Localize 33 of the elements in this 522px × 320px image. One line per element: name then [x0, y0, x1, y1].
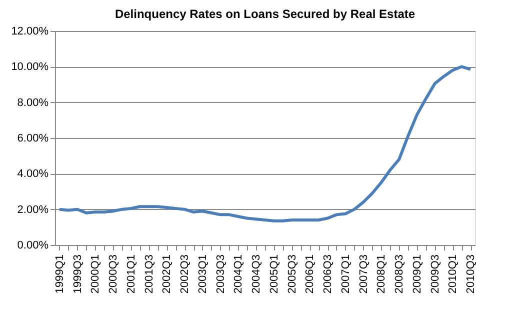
- x-tick-label: 2010Q3: [465, 254, 478, 294]
- y-tick-label: 2.00%: [17, 204, 49, 216]
- x-tick-label: 2002Q3: [179, 254, 192, 294]
- y-tick-label: 6.00%: [17, 132, 49, 144]
- x-tick-label: 2006Q1: [304, 254, 316, 294]
- chart-title: Delinquency Rates on Loans Secured by Real Estate: [114, 7, 416, 21]
- x-tick-label: 2010Q1: [447, 254, 460, 294]
- y-tick-label: 12.00%: [11, 26, 49, 38]
- x-tick-label: 2007Q3: [358, 254, 370, 294]
- x-tick-label: 2008Q3: [394, 254, 406, 294]
- y-tick-label: 8.00%: [17, 96, 49, 109]
- x-tick-label: 2003Q3: [214, 254, 227, 294]
- y-tick-label: 4.00%: [17, 168, 49, 180]
- x-tick-label: 1999Q3: [72, 254, 84, 294]
- x-tick-label: 2008Q1: [376, 254, 388, 294]
- x-tick-label: 2000Q1: [90, 254, 102, 294]
- x-tick-label: 2009Q3: [429, 254, 442, 294]
- x-tick-label: 1999Q1: [54, 254, 66, 294]
- y-tick-label: 10.00%: [11, 61, 49, 74]
- x-tick-label: 2001Q3: [143, 254, 156, 294]
- y-tick-label: 0.00%: [17, 240, 49, 252]
- x-tick-label: 2001Q1: [125, 254, 138, 294]
- x-tick-label: 2006Q3: [322, 254, 334, 294]
- x-tick-label: 2000Q3: [108, 254, 120, 294]
- x-tick-label: 2003Q1: [196, 254, 209, 294]
- x-tick-label: 2007Q1: [340, 254, 352, 294]
- x-tick-label: 2005Q1: [268, 254, 280, 294]
- x-tick-label: 2005Q3: [286, 254, 298, 294]
- x-tick-label: 2009Q1: [411, 254, 424, 294]
- line-series: [58, 65, 472, 222]
- x-tick-label: 2004Q1: [232, 254, 245, 294]
- x-tick-label: 2004Q3: [250, 254, 263, 294]
- x-tick-label: 2002Q1: [161, 254, 174, 294]
